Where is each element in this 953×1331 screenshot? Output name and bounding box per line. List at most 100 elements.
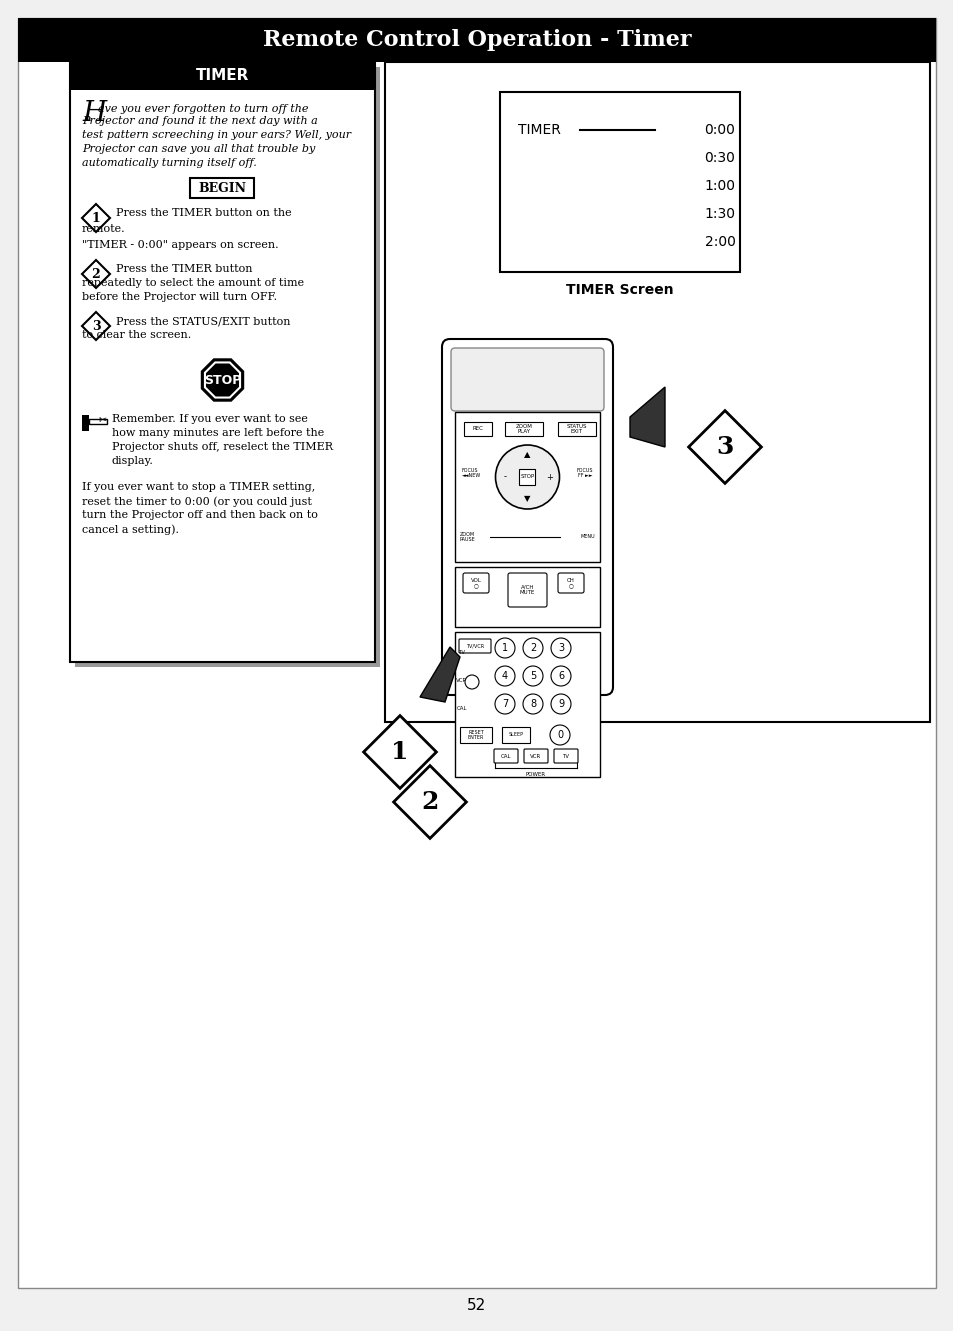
Text: TV: TV (562, 753, 569, 759)
Text: VCR: VCR (530, 753, 541, 759)
Text: ave you ever forgotten to turn off the: ave you ever forgotten to turn off the (98, 104, 308, 114)
Bar (501, 727, 530, 743)
Text: 0:00: 0:00 (704, 122, 735, 137)
Circle shape (550, 725, 569, 745)
Text: Remote: Remote (497, 701, 558, 716)
Text: TIMER: TIMER (195, 68, 249, 84)
Text: 1:30: 1:30 (703, 208, 735, 221)
Bar (499, 92, 740, 272)
Text: 0: 0 (557, 729, 562, 740)
Text: 1: 1 (501, 643, 508, 654)
Text: TV/VCR: TV/VCR (465, 643, 483, 648)
Text: reset the timer to 0:00 (or you could just: reset the timer to 0:00 (or you could ju… (82, 496, 312, 507)
Text: VCR: VCR (456, 677, 467, 683)
Text: before the Projector will turn OFF.: before the Projector will turn OFF. (82, 291, 276, 302)
Polygon shape (82, 260, 110, 287)
Polygon shape (82, 311, 110, 339)
Text: Press the STATUS/EXIT button: Press the STATUS/EXIT button (116, 315, 291, 326)
Text: POWER: POWER (525, 772, 545, 777)
Text: CAL: CAL (500, 753, 511, 759)
Bar (82, 415, 89, 431)
Bar (191, 178, 254, 198)
Text: to clear the screen.: to clear the screen. (82, 330, 191, 339)
FancyBboxPatch shape (458, 639, 491, 654)
Text: display.: display. (112, 457, 153, 466)
FancyBboxPatch shape (462, 574, 489, 594)
FancyBboxPatch shape (451, 347, 603, 411)
Circle shape (551, 666, 571, 685)
Bar (75, 67, 379, 667)
Text: ▼: ▼ (524, 495, 530, 503)
Text: repeatedly to select the amount of time: repeatedly to select the amount of time (82, 278, 304, 287)
Text: FOCUS
◄◄NEW: FOCUS ◄◄NEW (461, 467, 480, 478)
Text: how many minutes are left before the: how many minutes are left before the (112, 429, 324, 438)
Circle shape (522, 666, 542, 685)
Text: automatically turning itself off.: automatically turning itself off. (82, 158, 256, 168)
Text: TIMER Screen: TIMER Screen (565, 284, 673, 297)
Circle shape (551, 693, 571, 713)
Text: A/CH
MUTE: A/CH MUTE (519, 584, 535, 595)
FancyBboxPatch shape (494, 749, 517, 763)
Bar (385, 63, 929, 721)
Text: -: - (503, 473, 506, 482)
Text: +: + (545, 473, 553, 482)
Text: STATUS
EXIT: STATUS EXIT (566, 423, 587, 434)
Text: turn the Projector off and then back on to: turn the Projector off and then back on … (82, 510, 317, 520)
Bar (18, 19, 935, 63)
Text: 3: 3 (558, 643, 563, 654)
Text: STOP: STOP (519, 474, 534, 479)
Text: remote.: remote. (82, 224, 126, 234)
Circle shape (522, 638, 542, 658)
Text: 9: 9 (558, 699, 563, 709)
Text: If you ever want to stop a TIMER setting,: If you ever want to stop a TIMER setting… (82, 482, 314, 492)
Text: Projector shuts off, reselect the TIMER: Projector shuts off, reselect the TIMER (112, 442, 333, 453)
Text: 4: 4 (501, 671, 508, 681)
Text: test pattern screeching in your ears? Well, your: test pattern screeching in your ears? We… (82, 130, 351, 140)
Text: 1: 1 (391, 740, 408, 764)
Polygon shape (205, 362, 240, 398)
Bar (558, 422, 596, 437)
Text: 0:30: 0:30 (704, 150, 735, 165)
Bar (459, 727, 492, 743)
Bar (455, 567, 599, 627)
Text: Press the TIMER button: Press the TIMER button (116, 264, 253, 274)
Text: 2: 2 (529, 643, 536, 654)
Text: REC: REC (472, 426, 483, 431)
Circle shape (495, 693, 515, 713)
Text: CAL: CAL (456, 705, 467, 711)
Circle shape (495, 445, 558, 508)
Text: Projector can save you all that trouble by: Projector can save you all that trouble … (82, 144, 314, 154)
Circle shape (464, 675, 478, 689)
Bar (519, 469, 535, 484)
Bar (455, 413, 599, 562)
Bar (463, 422, 492, 437)
Polygon shape (394, 765, 466, 839)
FancyBboxPatch shape (507, 574, 546, 607)
Text: SLEEP: SLEEP (508, 732, 523, 737)
Bar (70, 63, 375, 91)
Text: STOP: STOP (204, 374, 241, 386)
Polygon shape (629, 387, 664, 447)
Circle shape (495, 666, 515, 685)
Bar (70, 63, 375, 662)
FancyBboxPatch shape (441, 339, 613, 695)
Text: H: H (82, 100, 106, 126)
Text: "TIMER - 0:00" appears on screen.: "TIMER - 0:00" appears on screen. (82, 240, 278, 250)
Text: Remember. If you ever want to see: Remember. If you ever want to see (112, 414, 308, 425)
Text: 1:00: 1:00 (703, 178, 735, 193)
Text: 7: 7 (501, 699, 508, 709)
Text: 2: 2 (91, 268, 100, 281)
Bar (504, 422, 542, 437)
Text: 2:00: 2:00 (704, 236, 735, 249)
Circle shape (495, 638, 515, 658)
Text: FOCUS
FF ►►: FOCUS FF ►► (576, 467, 593, 478)
Text: 3: 3 (716, 435, 733, 459)
Text: 5: 5 (529, 671, 536, 681)
Text: 52: 52 (467, 1298, 486, 1312)
Circle shape (522, 693, 542, 713)
Polygon shape (202, 359, 243, 401)
Text: VOL
○: VOL ○ (470, 578, 481, 588)
Text: cancel a setting).: cancel a setting). (82, 524, 179, 535)
Polygon shape (419, 647, 459, 701)
Text: 3: 3 (91, 319, 100, 333)
